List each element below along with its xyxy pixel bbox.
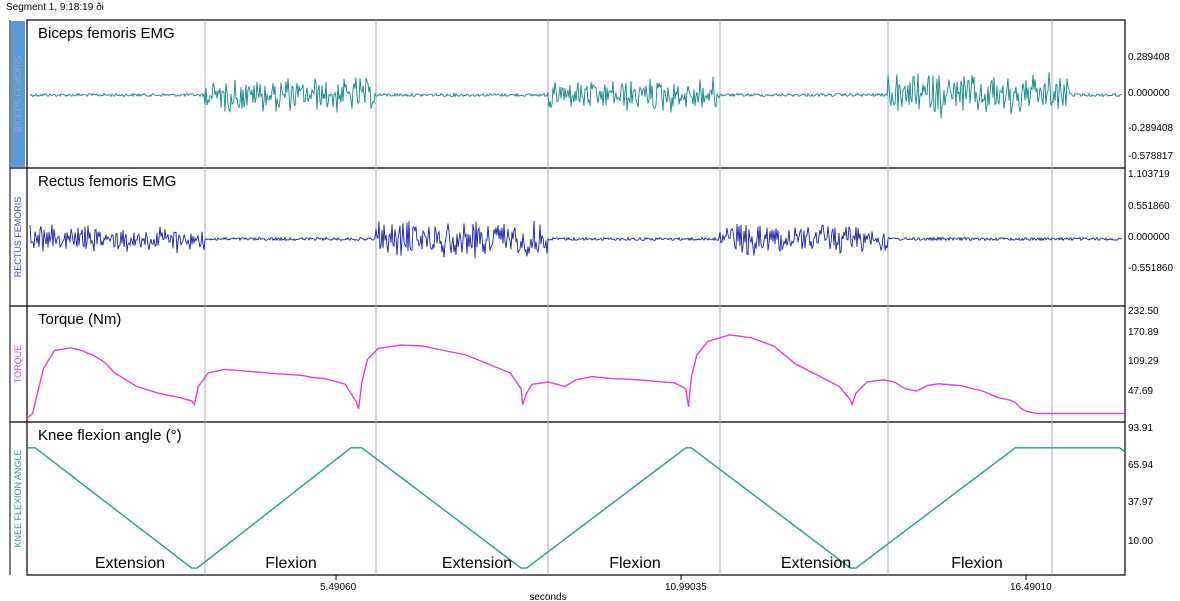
y-tick-label: -0.578817 (1128, 151, 1173, 162)
channel-title: Torque (Nm) (38, 311, 121, 328)
knee-trace (27, 447, 1126, 569)
emg-trace (29, 72, 1123, 119)
channels: BICEPS FEMORIS Biceps femoris EMG 0.289408… (11, 21, 1173, 569)
x-axis: Extension Flexion Extension Flexion Extensio… (95, 555, 1052, 601)
x-tick-label: 10.99035 (665, 582, 707, 593)
channel-title: Knee flexion angle (°) (38, 427, 182, 444)
x-axis-label: seconds (529, 592, 566, 601)
y-tick-label: 65.94 (1128, 460, 1153, 471)
y-tick-label: 0.000000 (1128, 88, 1170, 99)
channel-side-label: BICEPS FEMORIS (13, 56, 23, 133)
channel-rectus: RECTUS FEMORIS Rectus femoris EMG 1.103719… (13, 169, 1173, 277)
phase-label: Flexion (609, 555, 661, 572)
y-tick-label: 0.289408 (1128, 52, 1170, 63)
y-tick-label: -0.551860 (1128, 263, 1173, 274)
channel-title: Biceps femoris EMG (38, 25, 175, 42)
channel-title: Rectus femoris EMG (38, 173, 176, 190)
y-tick-label: 170.89 (1128, 327, 1159, 338)
y-tick-label: 1.103719 (1128, 169, 1170, 180)
channel-side-label: TORQUE (13, 345, 23, 383)
channel-knee: KNEE FLEXION ANGLE Knee flexion angle (°)… (13, 423, 1153, 569)
phase-label: Flexion (265, 555, 317, 572)
x-tick-label: 5.49060 (320, 582, 357, 593)
plot-frame (9, 19, 1126, 576)
phase-label: Extension (442, 555, 512, 572)
phase-label: Extension (95, 555, 165, 572)
phase-label: Flexion (951, 555, 1003, 572)
y-tick-label: 109.29 (1128, 356, 1159, 367)
channel-biceps: BICEPS FEMORIS Biceps femoris EMG 0.289408… (11, 21, 1173, 167)
channel-torque: TORQUE Torque (Nm) 232.50 170.89 109.29 47.69 (13, 306, 1159, 418)
plot-border (26, 19, 1126, 576)
emg-trace (29, 220, 1123, 259)
segment-label: Segment 1, 9:18:19 ði (6, 2, 104, 13)
y-tick-label: 47.69 (1128, 386, 1153, 397)
y-tick-label: 10.00 (1128, 536, 1153, 547)
y-tick-label: -0.289408 (1128, 123, 1173, 134)
channel-strip (11, 21, 25, 167)
channel-side-label: RECTUS FEMORIS (13, 197, 23, 278)
y-tick-label: 232.50 (1128, 306, 1159, 317)
channel-side-label: KNEE FLEXION ANGLE (13, 449, 23, 547)
phase-label: Extension (781, 555, 851, 572)
y-tick-label: 93.91 (1128, 423, 1153, 434)
torque-trace (27, 334, 1125, 418)
y-tick-label: 0.000000 (1128, 232, 1170, 243)
cycle-dividers (204, 20, 1053, 575)
y-tick-label: 37.97 (1128, 497, 1153, 508)
x-tick-label: 16.49010 (1010, 582, 1052, 593)
y-tick-label: 0.551860 (1128, 201, 1170, 212)
